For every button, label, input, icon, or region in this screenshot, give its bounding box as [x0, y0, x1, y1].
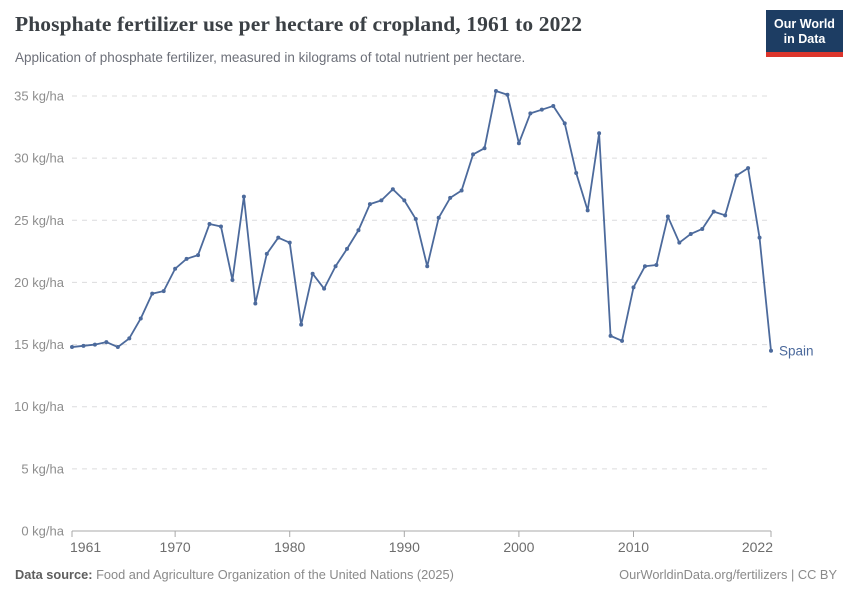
data-point[interactable] [230, 277, 235, 282]
logo-line1: Our World [774, 17, 835, 31]
data-point[interactable] [642, 264, 647, 269]
data-point[interactable] [253, 301, 258, 306]
data-source-text: Food and Agriculture Organization of the… [92, 567, 454, 582]
y-axis-tick-label: 20 kg/ha [14, 275, 65, 290]
data-point[interactable] [207, 222, 212, 227]
data-point[interactable] [688, 231, 693, 236]
data-point[interactable] [700, 226, 705, 231]
data-point[interactable] [711, 209, 716, 214]
data-point[interactable] [471, 152, 476, 157]
data-point[interactable] [413, 217, 418, 222]
data-point[interactable] [150, 291, 155, 296]
data-point[interactable] [539, 107, 544, 112]
y-axis-tick-label: 35 kg/ha [14, 89, 65, 104]
data-point[interactable] [173, 266, 178, 271]
x-axis-tick-label: 1961 [70, 539, 101, 555]
data-point[interactable] [218, 224, 223, 229]
data-point[interactable] [585, 208, 590, 213]
x-axis-tick-label: 1970 [160, 539, 191, 555]
y-axis-tick-label: 10 kg/ha [14, 399, 65, 414]
series-line-spain[interactable] [71, 90, 772, 352]
y-axis-tick-label: 30 kg/ha [14, 151, 65, 166]
data-point[interactable] [333, 264, 338, 269]
data-source-label: Data source: [15, 567, 93, 582]
credit-link[interactable]: OurWorldinData.org/fertilizers | CC BY [619, 567, 837, 582]
data-point[interactable] [551, 103, 556, 108]
data-point[interactable] [597, 131, 602, 136]
data-point[interactable] [493, 89, 498, 94]
data-point[interactable] [528, 111, 533, 116]
data-source: Data source: Food and Agriculture Organi… [15, 567, 454, 582]
data-point[interactable] [92, 342, 97, 347]
owid-logo[interactable]: Our World in Data [766, 10, 843, 57]
data-point[interactable] [367, 202, 372, 207]
data-point[interactable] [516, 141, 521, 146]
data-point[interactable] [184, 256, 189, 261]
data-point[interactable] [769, 348, 773, 353]
x-axis-tick-label: 2010 [618, 539, 649, 555]
data-point[interactable] [379, 198, 384, 203]
data-point[interactable] [161, 289, 166, 294]
data-point[interactable] [620, 338, 625, 343]
x-axis-tick-label: 1980 [274, 539, 305, 555]
data-point[interactable] [574, 171, 579, 176]
line-chart: 0 kg/ha 5 kg/ha 10 kg/ha 15 kg/ha 20 kg/ha 25… [14, 89, 814, 556]
data-point[interactable] [723, 213, 728, 218]
chart-footer: Data source: Food and Agriculture Organi… [15, 567, 837, 582]
data-point[interactable] [264, 251, 269, 256]
data-point[interactable] [299, 322, 304, 327]
series-label-spain[interactable]: Spain [779, 343, 814, 358]
x-axis-tick-label: 2000 [503, 539, 534, 555]
y-axis-tick-label: 25 kg/ha [14, 213, 65, 228]
data-point[interactable] [436, 215, 441, 220]
data-point[interactable] [356, 228, 361, 233]
y-axis-tick-label: 5 kg/ha [21, 461, 64, 476]
data-point[interactable] [390, 187, 395, 192]
data-point[interactable] [115, 345, 120, 350]
y-axis-tick-label: 0 kg/ha [21, 524, 64, 539]
data-point[interactable] [241, 194, 246, 199]
x-axis-tick-label: 2022 [742, 539, 773, 555]
chart-subtitle: Application of phosphate fertilizer, mea… [15, 50, 526, 65]
data-point[interactable] [127, 336, 132, 341]
data-point[interactable] [734, 173, 739, 178]
data-point[interactable] [310, 271, 315, 276]
data-point[interactable] [345, 246, 350, 251]
data-point[interactable] [505, 92, 510, 97]
x-axis-tick-label: 1990 [389, 539, 420, 555]
data-point[interactable] [631, 285, 636, 290]
data-point[interactable] [562, 121, 567, 126]
data-point[interactable] [448, 195, 453, 200]
data-point[interactable] [81, 343, 86, 348]
page-title: Phosphate fertilizer use per hectare of … [15, 12, 583, 36]
data-point[interactable] [287, 240, 292, 245]
data-point[interactable] [196, 253, 201, 258]
data-point[interactable] [608, 333, 613, 338]
data-point[interactable] [757, 235, 762, 240]
data-point[interactable] [276, 235, 281, 240]
data-point[interactable] [482, 146, 487, 151]
data-point[interactable] [654, 263, 659, 268]
logo-line2: in Data [783, 31, 826, 46]
y-axis-tick-label: 15 kg/ha [14, 337, 65, 352]
data-point[interactable] [665, 214, 670, 219]
data-point[interactable] [746, 166, 751, 171]
data-point[interactable] [677, 240, 682, 245]
data-point[interactable] [322, 286, 327, 291]
data-point[interactable] [459, 188, 464, 193]
data-point[interactable] [70, 345, 74, 350]
data-point[interactable] [402, 198, 407, 203]
data-point[interactable] [138, 316, 143, 321]
data-point[interactable] [104, 340, 109, 345]
data-point[interactable] [425, 264, 430, 269]
